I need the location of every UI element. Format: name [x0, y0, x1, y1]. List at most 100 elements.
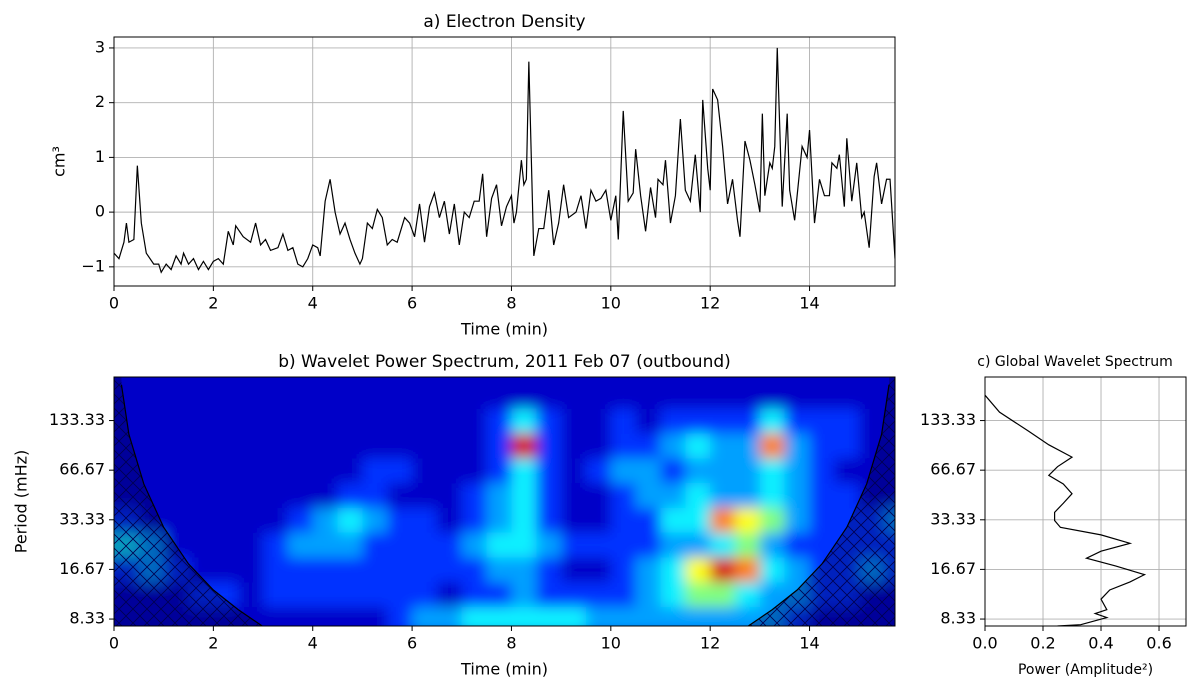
heatmap-cell [610, 433, 637, 459]
heatmap-cell [412, 556, 438, 583]
heatmap-cell [511, 581, 537, 608]
heatmap-cell [610, 377, 637, 409]
heatmap-cell [710, 482, 736, 508]
heatmap-cell [138, 408, 165, 434]
heatmap-cell [635, 581, 662, 608]
heatmap-cell [511, 507, 537, 533]
heatmap-cell [536, 482, 562, 508]
heatmap-cell [660, 433, 686, 459]
y-axis-label: cm³ [50, 146, 69, 177]
heatmap-cell [585, 433, 612, 459]
heatmap-cell [387, 377, 413, 409]
heatmap-cell [138, 433, 165, 459]
heatmap-cell [461, 482, 488, 508]
heatmap-cell [834, 433, 860, 459]
heatmap-cell [287, 606, 314, 626]
heatmap-cell [610, 507, 637, 533]
heatmap-cell [312, 532, 339, 558]
panel-title: b) Wavelet Power Spectrum, 2011 Feb 07 (… [278, 352, 731, 372]
x-tick-label: 10 [601, 294, 621, 313]
heatmap-cell [188, 377, 214, 409]
heatmap-cell [486, 556, 512, 583]
heatmap-cell [511, 408, 537, 434]
x-tick-label: 8 [506, 294, 516, 313]
heatmap-cell [759, 433, 786, 459]
heatmap-cell [610, 581, 637, 608]
heatmap-cell [412, 433, 438, 459]
heatmap-cell [585, 507, 612, 533]
heatmap-cell [834, 377, 860, 409]
heatmap-cell [461, 581, 488, 608]
heatmap-cell [188, 457, 214, 484]
heatmap-cell [263, 482, 289, 508]
heatmap-cell [213, 507, 239, 533]
x-tick-label: 14 [799, 294, 819, 313]
heatmap-cell [511, 606, 537, 626]
heatmap-cell [163, 507, 190, 533]
heatmap-cell [660, 556, 686, 583]
heatmap-cell [238, 457, 264, 484]
heatmap-cell [412, 457, 438, 484]
x-tick-label: 0 [109, 294, 119, 313]
y-tick-label: 66.67 [930, 460, 976, 479]
heatmap-cell [561, 457, 587, 484]
heatmap-cell [337, 606, 363, 626]
panel: 0 2 4 6 8 10 12 14 8.33 16.67 33.33 66.67 133.33 b) W… [12, 352, 896, 679]
heatmap-cell [263, 606, 289, 626]
heatmap-cell [660, 482, 686, 508]
heatmap-cell [585, 482, 612, 508]
heatmap-cell [188, 433, 214, 459]
heatmap-cell [163, 377, 190, 409]
heatmap-cell [561, 433, 587, 459]
heatmap-cell [486, 606, 512, 626]
spectrum-line [985, 394, 1147, 626]
heatmap-cell [461, 556, 488, 583]
heatmap-cell [362, 457, 388, 484]
heatmap-cell [635, 408, 662, 434]
x-tick-label: 2 [208, 634, 218, 653]
x-tick-label: 2 [208, 294, 218, 313]
heatmap-cell [685, 433, 711, 459]
heatmap-cell [263, 433, 289, 459]
coi-hatch [114, 377, 264, 626]
heatmap-cell [436, 581, 463, 608]
heatmap-cell [585, 581, 612, 608]
heatmap-cell [387, 507, 413, 533]
heatmap-cell [660, 581, 686, 608]
heatmap-cell [511, 482, 537, 508]
heatmap-cell [834, 482, 860, 508]
panel: 0.0 0.2 0.4 0.6 8.33 16.67 33.33 66.67 133.33 c) … [920, 354, 1187, 678]
heatmap-cell [710, 532, 736, 558]
heatmap-cell [635, 377, 662, 409]
x-tick-label: 0.0 [972, 634, 997, 653]
heatmap-cell [809, 457, 835, 484]
x-axis-label: Time (min) [460, 320, 548, 339]
heatmap-cell [610, 532, 637, 558]
heatmap-cell [287, 433, 314, 459]
heatmap-cell [561, 532, 587, 558]
heatmap-cell [685, 377, 711, 409]
heatmap-cell [735, 433, 761, 459]
y-tick-label: 33.33 [930, 509, 976, 528]
heatmap-cell [312, 433, 339, 459]
heatmap-cell [287, 408, 314, 434]
heatmap-cell [585, 556, 612, 583]
heatmap-cell [660, 408, 686, 434]
heatmap-cell [387, 556, 413, 583]
heatmap-cell [263, 377, 289, 409]
heatmap-cell [387, 433, 413, 459]
data-line [114, 47, 895, 274]
heatmap-cell [461, 433, 488, 459]
heatmap-cell [585, 377, 612, 409]
heatmap-cell [635, 556, 662, 583]
heatmap-cell [436, 482, 463, 508]
y-axis-label: Period (mHz) [12, 450, 31, 553]
heatmap-cell [536, 433, 562, 459]
heatmap-cell [188, 482, 214, 508]
heatmap-cell [635, 532, 662, 558]
heatmap-cell [735, 507, 761, 533]
heatmap-cell [660, 507, 686, 533]
heatmap-cell [387, 408, 413, 434]
heatmap-cell [312, 581, 339, 608]
